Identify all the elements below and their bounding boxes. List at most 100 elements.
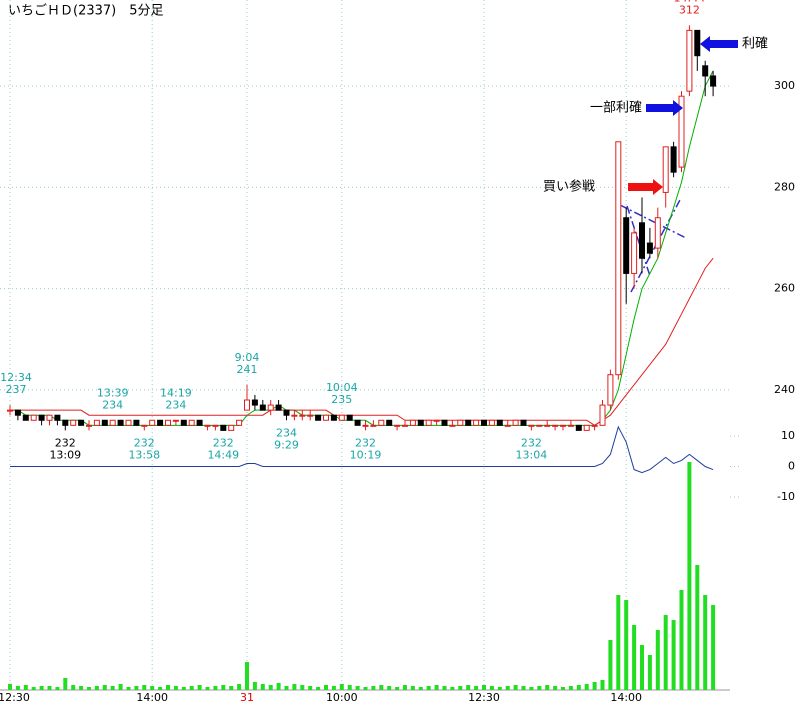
annotation-time: 13:58 xyxy=(128,448,160,461)
volume-bar xyxy=(474,686,479,690)
volume-bar xyxy=(592,682,597,690)
volume-bar xyxy=(300,685,305,690)
y-tick-label: 260 xyxy=(774,282,795,295)
annotation-time: 13:09 xyxy=(49,448,81,461)
annotation-time: 10:04 xyxy=(326,381,358,394)
candle-body xyxy=(417,419,424,426)
candle-body xyxy=(488,419,495,426)
annotation-value: 237 xyxy=(6,383,27,396)
annotation-value: 232 xyxy=(55,436,76,449)
volume-bar xyxy=(268,685,273,690)
candle-body xyxy=(362,424,369,427)
y2-tick-label: 10 xyxy=(781,429,795,442)
volume-bar xyxy=(189,686,194,690)
candle-body xyxy=(686,29,693,92)
volume-bar xyxy=(608,640,613,690)
candle-body xyxy=(212,424,219,427)
candle-body xyxy=(694,29,701,57)
annotation-time: 10:19 xyxy=(350,448,382,461)
candle-body xyxy=(433,419,440,422)
candle-body xyxy=(473,419,480,426)
pattern-line xyxy=(626,205,651,277)
candle-body xyxy=(449,424,456,427)
volume-bar xyxy=(284,686,289,690)
candle-body xyxy=(402,424,408,427)
volume-bar xyxy=(584,684,589,690)
candle-body xyxy=(78,419,85,426)
candle-body xyxy=(599,404,606,426)
volume-bar xyxy=(695,565,700,690)
y-tick-label: 300 xyxy=(774,79,795,92)
volume-bar xyxy=(39,686,44,690)
volume-bar xyxy=(363,687,368,690)
volume-bar xyxy=(403,685,407,690)
annotation-value: 232 xyxy=(134,436,155,449)
candle-body xyxy=(552,424,559,427)
candle-body xyxy=(299,414,306,417)
candle-body xyxy=(307,414,314,417)
candle-body xyxy=(70,419,77,426)
candle-body xyxy=(62,419,69,426)
candle-body xyxy=(528,424,535,427)
candle-body xyxy=(386,419,393,426)
candle-body xyxy=(544,424,551,427)
candle-body xyxy=(54,414,61,421)
candle-body xyxy=(125,419,132,426)
volume-bar xyxy=(482,685,486,690)
x-tick-label: 12:30 xyxy=(0,691,30,704)
candle-body xyxy=(481,419,487,426)
chart-title: いちごＨＤ(2337) 5分足 xyxy=(8,3,164,19)
volume-bar xyxy=(687,462,692,690)
volume-bar xyxy=(387,686,392,690)
volume-bar xyxy=(466,685,471,690)
volume-bar xyxy=(63,678,68,690)
volume-bar xyxy=(292,684,297,690)
candle-body xyxy=(86,424,92,427)
candle-body xyxy=(646,242,653,254)
volume-bar xyxy=(102,685,107,690)
volume-bar xyxy=(379,685,384,690)
candle-body xyxy=(346,414,353,421)
candle-body xyxy=(457,419,464,426)
arrow xyxy=(628,179,663,195)
volume-bar xyxy=(553,686,558,690)
volume-bar xyxy=(205,687,210,690)
volume-bar xyxy=(245,662,249,690)
volume-bar xyxy=(426,686,431,690)
volume-bar xyxy=(229,686,234,690)
candle-body xyxy=(378,419,385,426)
volume-bar xyxy=(395,687,400,690)
candle-body xyxy=(591,424,598,427)
volume-bar xyxy=(529,687,534,690)
candle-body xyxy=(149,419,156,426)
candle-body xyxy=(654,217,661,249)
candle-body xyxy=(267,404,274,411)
candle-body xyxy=(370,424,377,427)
volume-bar xyxy=(545,685,550,690)
candle-body xyxy=(394,424,401,427)
volume-bar xyxy=(458,686,463,690)
volume-bar xyxy=(142,685,147,690)
candle-body xyxy=(623,217,630,274)
candle-body xyxy=(93,419,100,426)
volume-bar xyxy=(671,620,676,690)
volume-bar xyxy=(324,685,328,690)
volume-bar xyxy=(197,685,202,690)
volume-bar xyxy=(568,686,573,690)
candle-body xyxy=(38,414,45,421)
y-tick-label: 240 xyxy=(774,383,795,396)
candle-body xyxy=(512,419,519,426)
volume-bar xyxy=(173,686,178,690)
candle-body xyxy=(710,75,717,87)
volume-bar xyxy=(355,686,360,690)
annotation-value: 312 xyxy=(679,3,700,16)
candle-body xyxy=(7,409,13,412)
candle-body xyxy=(639,222,645,259)
candle-body xyxy=(251,399,258,406)
volume-bar xyxy=(561,687,565,690)
volume-bar xyxy=(600,680,605,690)
candle-body xyxy=(583,424,590,431)
volume-bar xyxy=(276,683,281,690)
volume-bar xyxy=(347,685,352,690)
